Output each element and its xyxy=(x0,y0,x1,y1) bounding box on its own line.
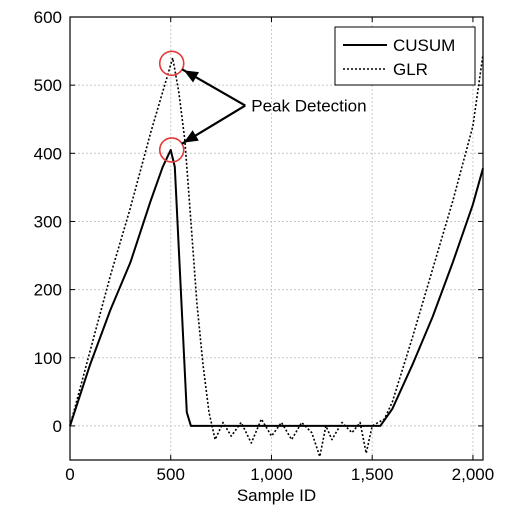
y-tick-label: 0 xyxy=(53,417,62,436)
x-tick-label: 0 xyxy=(65,465,74,484)
x-axis-title: Sample ID xyxy=(237,486,316,505)
y-tick-label: 500 xyxy=(34,76,62,95)
x-tick-label: 1,500 xyxy=(351,465,394,484)
y-tick-label: 100 xyxy=(34,349,62,368)
y-tick-label: 300 xyxy=(34,212,62,231)
y-tick-label: 400 xyxy=(34,144,62,163)
x-tick-label: 1,000 xyxy=(250,465,293,484)
series-line-cusum xyxy=(70,150,483,426)
x-tick-label: 500 xyxy=(157,465,185,484)
y-tick-label: 600 xyxy=(34,8,62,27)
x-tick-label: 2,000 xyxy=(452,465,495,484)
legend-label-glr: GLR xyxy=(393,60,428,79)
y-tick-label: 200 xyxy=(34,281,62,300)
legend: CUSUM GLR xyxy=(335,27,475,85)
annotation-label: Peak Detection xyxy=(251,97,366,116)
annotation-arrow-head xyxy=(184,70,199,82)
annotation-arrow-head xyxy=(184,130,199,142)
legend-label-cusum: CUSUM xyxy=(393,36,455,55)
